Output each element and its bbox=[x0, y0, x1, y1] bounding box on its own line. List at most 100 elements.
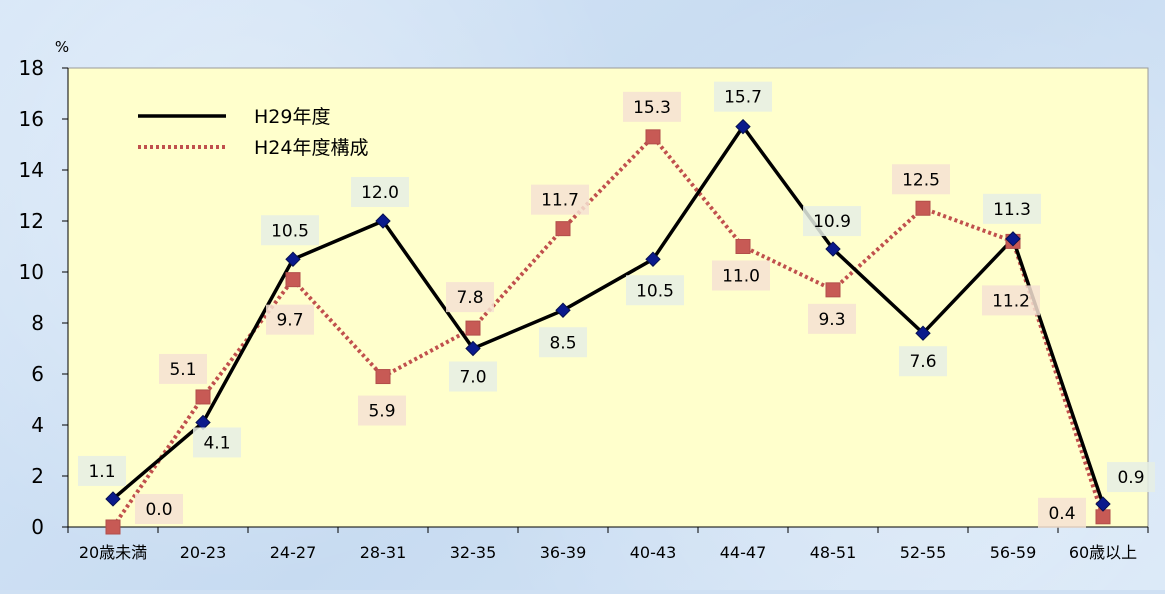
data-label-h24-bg bbox=[446, 282, 494, 313]
data-label-h29: 8.5 bbox=[549, 333, 576, 353]
data-label-h24: 15.3 bbox=[633, 98, 671, 118]
data-point-h29 bbox=[465, 340, 481, 357]
data-point-h24 bbox=[195, 389, 211, 405]
x-tick-label: 44-47 bbox=[720, 543, 767, 562]
data-point-h29 bbox=[285, 251, 301, 267]
data-label-h24-bg bbox=[1038, 497, 1086, 528]
data-label-h24: 12.5 bbox=[902, 170, 940, 190]
data-label-h29-bg bbox=[449, 361, 497, 392]
data-label-h29-bg bbox=[714, 81, 772, 112]
data-label-h29-bg bbox=[983, 193, 1041, 224]
y-tick-label: 0 bbox=[31, 515, 44, 539]
data-label-h24-bg bbox=[808, 303, 856, 334]
data-label-h24-bg bbox=[159, 353, 207, 384]
data-point-h29 bbox=[735, 118, 751, 135]
data-label-h24-bg bbox=[531, 184, 589, 215]
data-label-h29: 7.0 bbox=[459, 368, 486, 388]
data-label-h29-bg bbox=[539, 327, 587, 358]
y-tick-label: 6 bbox=[31, 362, 44, 386]
data-label-h24: 11.2 bbox=[992, 291, 1030, 311]
data-label-h29-bg bbox=[899, 346, 947, 377]
data-label-h24: 11.0 bbox=[722, 267, 760, 287]
data-label-h24: 9.7 bbox=[276, 311, 303, 331]
data-label-h29: 4.1 bbox=[203, 433, 230, 453]
x-tick-label: 56-59 bbox=[990, 543, 1037, 562]
data-point-h29 bbox=[105, 491, 121, 507]
x-tick-label: 36-39 bbox=[540, 543, 587, 562]
data-point-h24 bbox=[825, 282, 841, 298]
data-label-h29-bg bbox=[78, 455, 126, 486]
x-tick-label: 20-23 bbox=[180, 543, 227, 562]
data-label-h29: 1.1 bbox=[88, 462, 115, 482]
x-tick-label: 20歳未満 bbox=[79, 543, 147, 562]
y-tick-label: 4 bbox=[31, 413, 44, 437]
data-label-h29: 7.6 bbox=[909, 352, 936, 372]
y-axis-unit: % bbox=[55, 38, 69, 56]
data-point-h24 bbox=[465, 320, 481, 336]
y-tick-label: 16 bbox=[19, 107, 44, 131]
data-point-h24 bbox=[915, 200, 931, 216]
series-line-h29 bbox=[111, 123, 1105, 505]
data-point-h24 bbox=[285, 272, 301, 288]
data-label-h29-bg bbox=[803, 206, 861, 237]
x-tick-label: 48-51 bbox=[810, 543, 857, 562]
data-label-h24: 5.9 bbox=[368, 402, 395, 422]
legend-label-h24: H24年度構成 bbox=[254, 137, 368, 159]
x-tick-label: 40-43 bbox=[630, 543, 677, 562]
y-tick-label: 2 bbox=[31, 464, 44, 488]
plot-area bbox=[67, 67, 1149, 528]
data-point-h29 bbox=[1095, 496, 1111, 512]
data-label-h24: 11.7 bbox=[541, 191, 579, 211]
data-label-h29-bg bbox=[626, 275, 684, 306]
y-tick-label: 8 bbox=[31, 311, 44, 335]
data-label-h29: 12.0 bbox=[361, 183, 399, 203]
data-point-h29 bbox=[1005, 231, 1021, 247]
data-label-h24: 5.1 bbox=[169, 360, 196, 380]
x-tick-label: 32-35 bbox=[450, 543, 497, 562]
data-label-h29: 15.7 bbox=[724, 88, 762, 108]
data-label-h24-bg bbox=[623, 91, 681, 122]
data-label-h29: 0.9 bbox=[1117, 468, 1144, 488]
data-point-h29 bbox=[825, 241, 841, 257]
data-point-h29 bbox=[375, 213, 391, 229]
data-label-h29: 10.5 bbox=[271, 221, 309, 241]
data-label-h24-bg bbox=[266, 304, 314, 335]
data-label-h24: 9.3 bbox=[818, 310, 845, 330]
data-point-h24 bbox=[375, 369, 391, 385]
x-tick-label: 28-31 bbox=[360, 543, 407, 562]
data-point-h29 bbox=[555, 302, 571, 318]
data-label-h24: 0.4 bbox=[1048, 504, 1075, 524]
x-tick-label: 24-27 bbox=[270, 543, 317, 562]
x-tick-label: 52-55 bbox=[900, 543, 947, 562]
data-label-h29-bg bbox=[1107, 462, 1155, 493]
data-label-h24: 7.8 bbox=[456, 288, 483, 308]
data-point-h29 bbox=[645, 251, 661, 267]
data-point-h24 bbox=[735, 239, 751, 254]
data-point-h24 bbox=[555, 221, 571, 237]
series-line-h24 bbox=[111, 133, 1105, 529]
data-point-h24 bbox=[645, 129, 661, 145]
y-tick-label: 18 bbox=[19, 56, 44, 80]
data-label-h24-bg bbox=[135, 494, 183, 524]
data-label-h29: 10.9 bbox=[813, 212, 851, 232]
data-point-h29 bbox=[915, 325, 931, 341]
data-label-h29-bg bbox=[261, 215, 319, 246]
data-label-h24-bg bbox=[982, 285, 1040, 316]
y-tick-label: 14 bbox=[19, 158, 44, 182]
data-label-h29-bg bbox=[193, 427, 241, 458]
legend-label-h29: H29年度 bbox=[254, 106, 330, 128]
data-label-h24: 0.0 bbox=[145, 500, 172, 520]
data-label-h24-bg bbox=[712, 260, 770, 291]
data-label-h29: 11.3 bbox=[993, 200, 1031, 220]
data-label-h29: 10.5 bbox=[636, 281, 674, 301]
data-point-h24 bbox=[105, 519, 121, 535]
data-label-h24-bg bbox=[892, 164, 950, 195]
data-label-h24-bg bbox=[358, 395, 406, 426]
y-tick-label: 10 bbox=[19, 260, 44, 284]
data-point-h24 bbox=[1095, 509, 1111, 525]
data-label-h29-bg bbox=[351, 177, 409, 207]
x-tick-label: 60歳以上 bbox=[1069, 543, 1137, 562]
y-tick-label: 12 bbox=[19, 209, 44, 233]
